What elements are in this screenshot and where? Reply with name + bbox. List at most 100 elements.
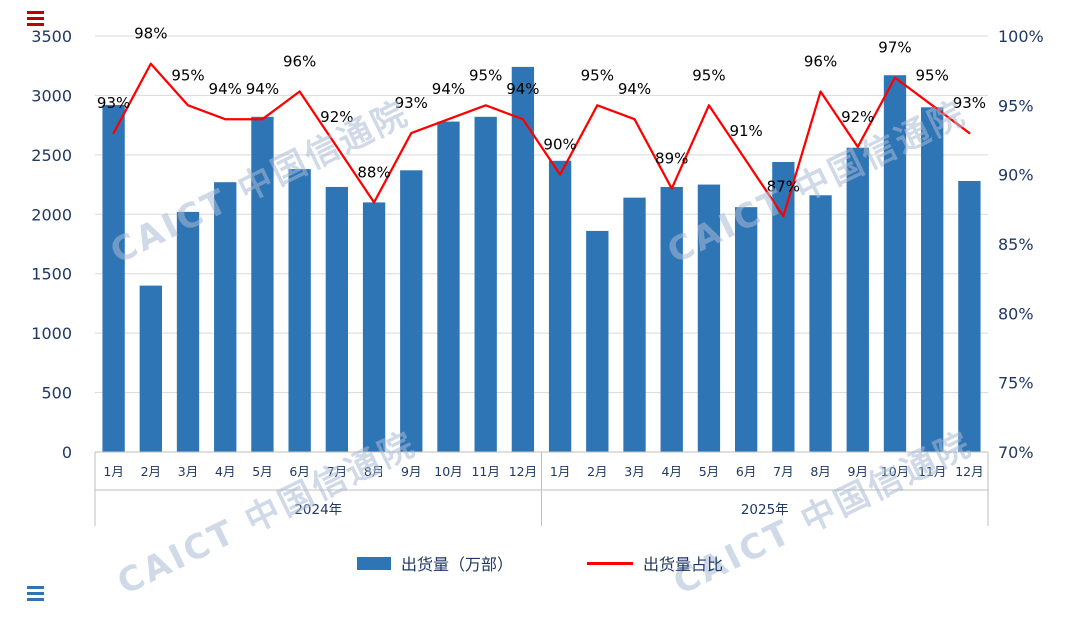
- bar: [102, 104, 125, 453]
- month-label: 8月: [364, 464, 384, 479]
- legend-bar-swatch: [356, 556, 391, 570]
- left-axis-tick: 0: [62, 443, 72, 462]
- bar: [883, 75, 907, 453]
- percent-label: 94%: [618, 80, 651, 98]
- month-label: 6月: [289, 464, 309, 479]
- percent-label: 95%: [692, 66, 725, 84]
- legend-share-label: 出货量占比: [643, 555, 724, 574]
- percent-label: 93%: [953, 94, 986, 112]
- legend-line-swatch: [587, 561, 633, 565]
- percent-label: 92%: [841, 108, 874, 126]
- percent-label: 93%: [395, 94, 428, 112]
- left-axis-tick: 2000: [31, 205, 72, 224]
- year-label: 2024年: [294, 502, 342, 518]
- percent-label: 92%: [320, 108, 353, 126]
- left-axis-tick: 1000: [31, 324, 72, 343]
- bar: [548, 160, 572, 453]
- month-label: 3月: [178, 464, 198, 479]
- percent-label: 89%: [655, 150, 688, 168]
- right-axis-tick: 85%: [998, 235, 1034, 254]
- bar: [437, 121, 460, 452]
- bar: [511, 66, 535, 452]
- bar: [623, 197, 646, 452]
- month-label: 3月: [624, 464, 644, 479]
- bar: [958, 181, 981, 452]
- month-label: 10月: [434, 464, 462, 479]
- bar: [809, 195, 832, 453]
- percent-label: 90%: [543, 136, 576, 154]
- percent-label: 96%: [804, 52, 837, 70]
- month-label: 7月: [327, 464, 347, 479]
- percent-label: 98%: [134, 25, 167, 43]
- right-axis-tick: 100%: [998, 27, 1044, 46]
- left-axis-tick: 3000: [31, 86, 72, 105]
- bar: [474, 116, 497, 452]
- bar: [660, 186, 683, 452]
- bar: [772, 161, 795, 452]
- percent-label: 94%: [432, 80, 465, 98]
- month-label: 2月: [587, 464, 607, 479]
- month-label: 2月: [141, 464, 161, 479]
- month-label: 1月: [550, 464, 570, 479]
- bar: [139, 285, 162, 452]
- month-label: 11月: [918, 464, 946, 479]
- percent-label: 93%: [97, 94, 130, 112]
- month-label: 10月: [881, 464, 909, 479]
- percent-label: 95%: [916, 66, 949, 84]
- percent-label: 95%: [581, 66, 614, 84]
- legend-shipments-label: 出货量（万部）: [400, 555, 513, 574]
- left-axis-tick: 2500: [31, 146, 72, 165]
- bar: [214, 182, 237, 453]
- bar: [697, 184, 721, 453]
- month-label: 11月: [471, 464, 499, 479]
- bar: [921, 107, 944, 453]
- percent-label: 91%: [729, 122, 762, 140]
- bar: [362, 202, 386, 452]
- percent-label: 87%: [767, 177, 800, 195]
- percent-label: 94%: [209, 80, 242, 98]
- month-label: 6月: [736, 464, 756, 479]
- bar: [846, 147, 869, 452]
- month-label: 12月: [955, 464, 983, 479]
- year-label: 2025年: [741, 502, 789, 518]
- percent-label: 94%: [506, 80, 539, 98]
- bar: [400, 170, 423, 452]
- red-menu-lines-icon: [27, 11, 44, 26]
- bar: [288, 169, 311, 452]
- blue-menu-lines-icon: [27, 586, 44, 601]
- month-label: 4月: [215, 464, 235, 479]
- chart-legend: 出货量（万部） 出货量占比: [0, 551, 1080, 575]
- month-label: 5月: [252, 464, 272, 479]
- percent-label: 97%: [878, 39, 911, 57]
- bar: [325, 186, 349, 452]
- month-label: 1月: [103, 464, 123, 479]
- bar: [176, 211, 200, 452]
- left-axis-tick: 3500: [31, 27, 72, 46]
- percent-label: 95%: [469, 66, 502, 84]
- percent-label: 88%: [357, 163, 390, 181]
- month-label: 12月: [509, 464, 537, 479]
- right-axis-tick: 90%: [998, 166, 1034, 185]
- left-axis-tick: 1500: [31, 265, 72, 284]
- month-label: 4月: [662, 464, 682, 479]
- month-label: 7月: [773, 464, 793, 479]
- bar: [734, 207, 758, 452]
- bar: [586, 230, 609, 452]
- legend-item-shipments: 出货量（万部）: [356, 551, 513, 575]
- bar: [251, 116, 274, 452]
- right-axis-tick: 70%: [998, 443, 1034, 462]
- month-label: 9月: [848, 464, 868, 479]
- share-line-series: [112, 62, 971, 218]
- legend-item-share: 出货量占比: [587, 551, 723, 575]
- right-axis-tick: 75%: [998, 374, 1034, 393]
- percent-label: 96%: [283, 52, 316, 70]
- month-label: 9月: [401, 464, 421, 479]
- right-axis-tick: 95%: [998, 96, 1034, 115]
- left-axis-tick: 500: [41, 384, 72, 403]
- month-label: 8月: [810, 464, 830, 479]
- percent-label: 95%: [171, 66, 204, 84]
- right-axis-tick: 80%: [998, 304, 1034, 323]
- month-label: 5月: [699, 464, 719, 479]
